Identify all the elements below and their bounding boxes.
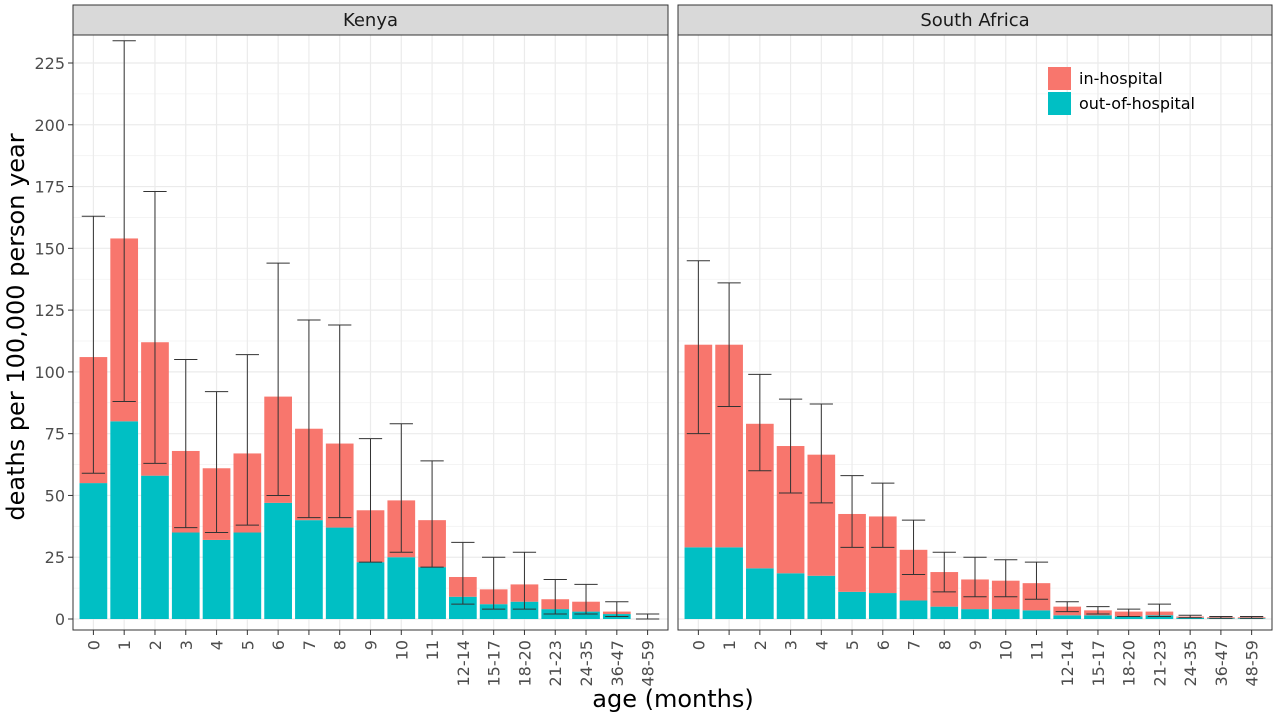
- bar-out-of-hospital: [356, 562, 385, 619]
- bar-out-of-hospital: [1053, 615, 1082, 619]
- bar-out-of-hospital: [449, 596, 477, 619]
- bar-out-of-hospital: [79, 483, 108, 619]
- bar-out-of-hospital: [930, 606, 959, 619]
- x-tick-label: 0: [84, 640, 103, 650]
- bar-out-of-hospital: [572, 611, 600, 619]
- bar-out-of-hospital: [838, 591, 866, 619]
- legend-key-in-hospital: [1048, 67, 1071, 90]
- bar-out-of-hospital: [264, 502, 292, 619]
- x-tick-label: 2: [751, 640, 770, 650]
- x-tick-label: 0: [689, 640, 708, 650]
- bars-layer: [79, 238, 1266, 619]
- bar-out-of-hospital: [991, 609, 1020, 619]
- x-tick-label: 48-59: [1243, 640, 1262, 687]
- x-tick-label: 5: [238, 640, 257, 650]
- y-axis-title: deaths per 100,000 person year: [2, 133, 30, 520]
- x-tick-label: 48-59: [639, 640, 658, 687]
- bar-out-of-hospital: [141, 475, 169, 619]
- y-tick-label: 175: [34, 178, 65, 197]
- x-tick-label: 24-35: [577, 640, 596, 687]
- bar-out-of-hospital: [233, 532, 262, 619]
- bar-out-of-hospital: [1145, 615, 1174, 619]
- y-tick-label: 150: [34, 239, 65, 258]
- bar-out-of-hospital: [746, 568, 774, 619]
- bar-out-of-hospital: [1176, 617, 1204, 619]
- bar-out-of-hospital: [899, 600, 928, 619]
- bar-out-of-hospital: [171, 532, 200, 619]
- bar-out-of-hospital: [202, 539, 231, 619]
- x-tick-label: 24-35: [1181, 640, 1200, 687]
- x-tick-label: 18-20: [1120, 640, 1139, 687]
- x-tick-label: 21-23: [546, 640, 565, 687]
- legend-label: out-of-hospital: [1079, 94, 1195, 113]
- facet-strip: [72, 4, 669, 36]
- bar-out-of-hospital: [807, 575, 836, 619]
- x-tick-label: 1: [720, 640, 739, 650]
- x-tick-label: 4: [812, 640, 831, 650]
- y-tick-label: 25: [45, 548, 65, 567]
- x-tick-label: 12-14: [1058, 640, 1077, 687]
- x-tick-label: 11: [423, 640, 442, 660]
- x-tick-label: 5: [843, 640, 862, 650]
- bar-out-of-hospital: [684, 547, 713, 619]
- bar-out-of-hospital: [776, 573, 805, 619]
- facet-title: South Africa: [920, 10, 1029, 31]
- x-tick-label: 9: [362, 640, 381, 650]
- bar-out-of-hospital: [1084, 615, 1112, 619]
- x-tick-label: 21-23: [1150, 640, 1169, 687]
- x-tick-label: 15-17: [1089, 640, 1108, 687]
- x-tick-label: 1: [115, 640, 134, 650]
- x-tick-label: 6: [269, 640, 288, 650]
- y-tick-label: 200: [34, 116, 65, 135]
- x-tick-label: 6: [874, 640, 893, 650]
- x-tick-label: 2: [146, 640, 165, 650]
- y-tick-label: 50: [45, 486, 65, 505]
- x-tick-label: 12-14: [454, 640, 473, 687]
- bar-out-of-hospital: [868, 593, 897, 619]
- x-tick-label: 36-47: [608, 640, 627, 687]
- x-tick-label: 3: [782, 640, 801, 650]
- bar-out-of-hospital: [715, 547, 743, 619]
- x-tick-label: 7: [905, 640, 924, 650]
- bar-out-of-hospital: [325, 527, 354, 619]
- bar-out-of-hospital: [510, 601, 539, 619]
- x-tick-label: 8: [331, 640, 350, 650]
- bar-out-of-hospital: [961, 609, 989, 619]
- x-tick-label: 9: [966, 640, 985, 650]
- x-tick-label: 3: [177, 640, 196, 650]
- x-tick-label: 10: [997, 640, 1016, 660]
- y-tick-label: 225: [34, 54, 65, 73]
- bar-out-of-hospital: [110, 421, 139, 619]
- x-tick-label: 11: [1027, 640, 1046, 660]
- x-axis-title: age (months): [592, 685, 753, 713]
- bar-out-of-hospital: [387, 557, 416, 619]
- bar-out-of-hospital: [1114, 616, 1143, 619]
- y-tick-label: 100: [34, 363, 65, 382]
- legend-key-out-of-hospital: [1048, 92, 1071, 115]
- facet-strip: [677, 4, 1273, 36]
- y-tick-label: 0: [55, 610, 65, 629]
- error-bars-layer: [81, 40, 1264, 620]
- x-tick-label: 4: [208, 640, 227, 650]
- x-tick-label: 7: [300, 640, 319, 650]
- y-tick-label: 75: [45, 425, 65, 444]
- y-tick-label: 125: [34, 301, 65, 320]
- frame-layer: [68, 4, 1273, 635]
- bar-out-of-hospital: [418, 567, 446, 619]
- x-tick-label: 15-17: [485, 640, 504, 687]
- facet-title: Kenya: [343, 10, 398, 31]
- x-tick-label: 10: [392, 640, 411, 660]
- bar-out-of-hospital: [295, 520, 323, 619]
- x-tick-label: 18-20: [515, 640, 534, 687]
- bar-out-of-hospital: [1022, 610, 1051, 619]
- legend-label: in-hospital: [1079, 69, 1163, 88]
- bar-out-of-hospital: [479, 604, 508, 619]
- x-tick-label: 36-47: [1212, 640, 1231, 687]
- x-tick-label: 8: [935, 640, 954, 650]
